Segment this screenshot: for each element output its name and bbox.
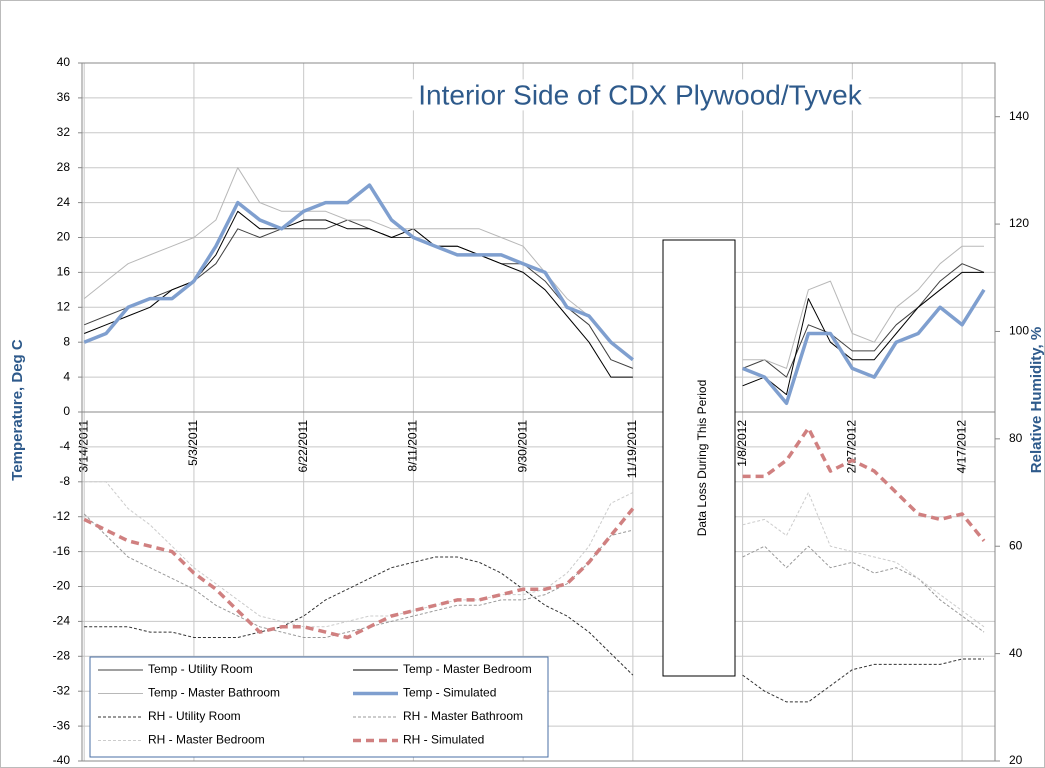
series-line xyxy=(83,426,986,640)
annotation: Data Loss During This Period xyxy=(695,380,709,537)
y2-tick-label: 20 xyxy=(1009,753,1023,767)
title-background xyxy=(412,79,869,111)
y-tick-label: 0 xyxy=(63,404,70,418)
y2-tick-label: 120 xyxy=(1009,216,1029,230)
legend-label: RH - Simulated xyxy=(403,733,484,747)
series-line xyxy=(84,481,985,628)
series-line xyxy=(83,183,986,406)
legend: Temp - Utility Room Temp - Master Bedroom… xyxy=(89,656,549,758)
y-tick-label: -28 xyxy=(53,648,71,662)
legend-box xyxy=(89,656,549,758)
y2-tick-label: 140 xyxy=(1009,109,1029,123)
series-line xyxy=(84,556,984,703)
y-tick-label: 12 xyxy=(57,299,71,313)
legend-label: RH - Master Bedroom xyxy=(148,733,265,747)
data-loss-box xyxy=(662,239,736,677)
y2-tick-label: 100 xyxy=(1009,324,1029,338)
y-tick-label: 4 xyxy=(63,369,70,383)
y-tick-label: 8 xyxy=(63,334,70,348)
x-tick-label: 3/14/2011 xyxy=(76,420,90,473)
x-tick-label: 4/17/2012 xyxy=(954,420,968,474)
y-tick-label: 24 xyxy=(57,195,71,209)
y-tick-label: 16 xyxy=(57,265,71,279)
x-tick-label: 11/19/2011 xyxy=(625,420,639,479)
x-tick-label: 8/11/2011 xyxy=(406,420,420,472)
legend-label: Temp - Master Bathroom xyxy=(148,686,280,700)
y-tick-label: 20 xyxy=(57,230,71,244)
y2-tick-label: 60 xyxy=(1009,538,1023,552)
series-line xyxy=(83,167,984,369)
y2-axis-title: Relative Humidity, % xyxy=(1028,327,1045,473)
y-tick-label: -40 xyxy=(53,753,71,767)
x-tick-label: 5/3/2011 xyxy=(186,420,200,466)
y-tick-label: 36 xyxy=(57,90,71,104)
y-tick-label: -20 xyxy=(53,579,71,593)
legend-label: Temp - Simulated xyxy=(403,686,496,700)
y-tick-label: 40 xyxy=(57,55,71,69)
legend-label: Temp - Utility Room xyxy=(148,662,253,676)
y-tick-label: -12 xyxy=(53,509,71,523)
x-tick-label: 1/8/2012 xyxy=(735,420,749,467)
legend-label: RH - Utility Room xyxy=(148,709,241,723)
legend-label: RH - Master Bathroom xyxy=(403,709,523,723)
y2-tick-label: 40 xyxy=(1009,646,1023,660)
x-tick-label: 6/22/2011 xyxy=(296,420,310,473)
series-line xyxy=(83,513,985,638)
y-tick-label: 28 xyxy=(57,160,71,174)
y-tick-label: -4 xyxy=(59,439,70,453)
x-tick-label: 9/30/2011 xyxy=(515,420,529,473)
legend-label: Temp - Master Bedroom xyxy=(403,662,532,676)
y-tick-label: -8 xyxy=(59,474,70,488)
y-tick-label: -24 xyxy=(53,614,71,628)
y-tick-label: -36 xyxy=(53,718,71,732)
plot xyxy=(83,167,986,703)
y-tick-label: -16 xyxy=(53,544,71,558)
y-tick-label: 32 xyxy=(57,125,71,139)
chart-title: Interior Side of CDX Plywood/Tyvek xyxy=(418,79,863,110)
y-tick-label: -32 xyxy=(53,683,71,697)
series-line xyxy=(84,210,984,396)
x-tick-label: 2/27/2012 xyxy=(845,420,859,474)
y-axis-title: Temperature, Deg C xyxy=(9,339,26,481)
grid: -40-36-32-28-24-20-16-12-8-4048121620242… xyxy=(53,55,1030,767)
y2-tick-label: 80 xyxy=(1009,431,1023,445)
